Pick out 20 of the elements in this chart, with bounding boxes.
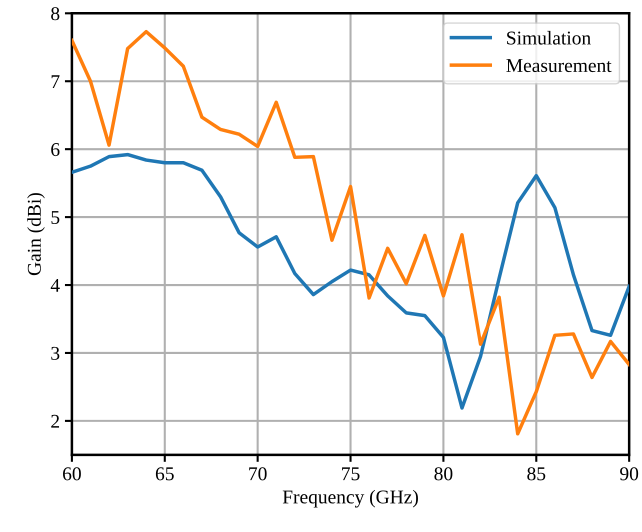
line-series (72, 30, 630, 436)
y-tick-label: 2 (51, 414, 60, 428)
y-tick-label: 7 (52, 75, 60, 88)
y-tick-label: 4 (50, 278, 60, 292)
y-tick-label: 5 (52, 211, 60, 224)
x-tick-label: 85 (527, 467, 546, 480)
y-axis-title: Gain (dBi) (27, 193, 45, 276)
legend-label: Simulation (507, 30, 591, 45)
legend-label: Measurement (506, 59, 612, 72)
x-tick-label: 65 (156, 467, 174, 480)
x-tick-label: 70 (249, 467, 267, 480)
x-tick-label: 75 (342, 467, 360, 480)
line-series (72, 152, 630, 410)
x-tick-label: 60 (63, 467, 81, 480)
y-tick-label: 8 (51, 7, 60, 20)
x-tick-label: 80 (434, 467, 452, 480)
y-tick-label: 6 (51, 143, 60, 156)
x-axis-title: Frequency (GHz) (282, 490, 418, 508)
x-tick-label: 90 (620, 467, 638, 480)
y-tick-label: 3 (51, 346, 60, 360)
